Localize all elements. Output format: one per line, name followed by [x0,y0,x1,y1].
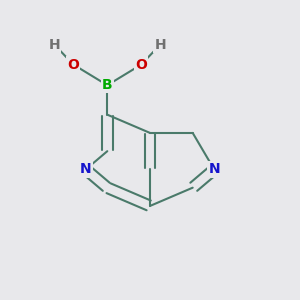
Text: H: H [154,38,166,52]
Text: O: O [135,58,147,72]
Text: N: N [208,162,220,176]
Text: N: N [80,162,92,176]
Text: B: B [102,78,112,92]
Text: H: H [49,38,60,52]
Text: O: O [68,58,80,72]
